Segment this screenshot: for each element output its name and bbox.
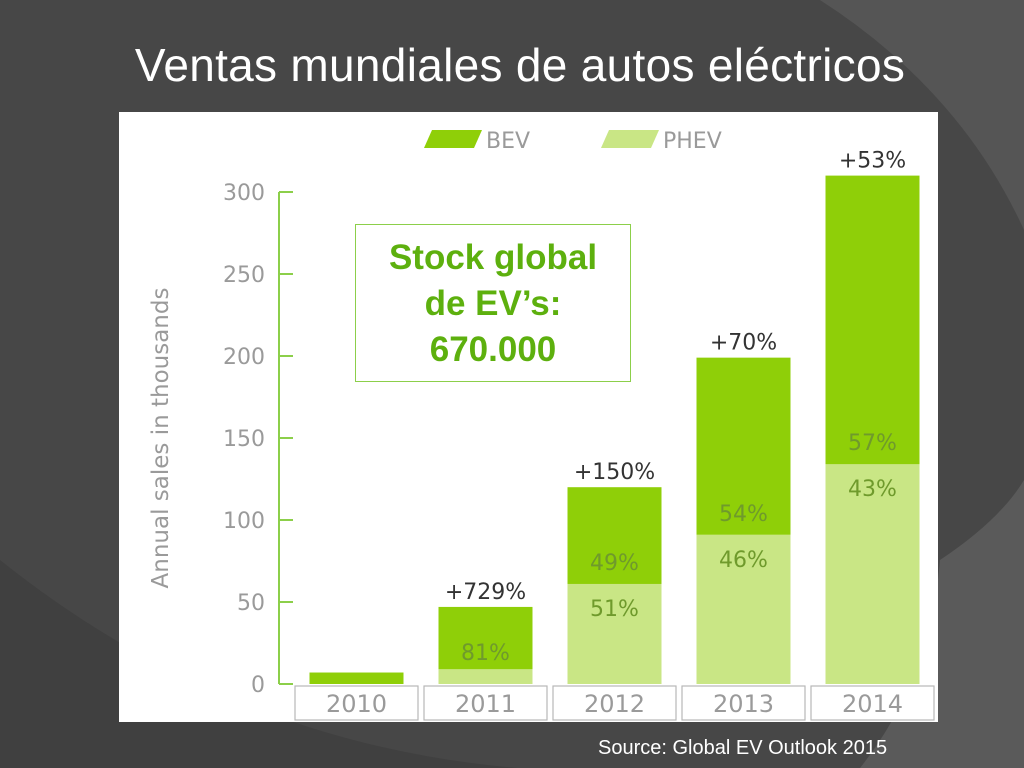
- bar-bev-2011: [438, 606, 533, 670]
- legend-swatch-phev: [601, 130, 659, 148]
- legend-swatch-bev: [424, 130, 482, 148]
- legend-label-bev: BEV: [486, 129, 530, 154]
- y-tick-label: 150: [223, 427, 265, 452]
- x-category-box: [423, 685, 548, 721]
- y-tick-label: 0: [251, 673, 265, 698]
- bar-phev-2011: [438, 669, 533, 684]
- phev-share-label-2013: 46%: [719, 548, 768, 573]
- y-tick-label: 200: [223, 345, 265, 370]
- y-axis-label: Annual sales in thousands: [148, 288, 174, 589]
- x-category-box: [552, 685, 677, 721]
- growth-label-2014: +53%: [839, 149, 906, 174]
- phev-share-label-2014: 43%: [848, 477, 897, 502]
- x-category-label: 2013: [713, 690, 774, 718]
- stock-line-2: de EV’s:: [424, 284, 562, 323]
- x-category-box: [294, 685, 419, 721]
- x-category-box: [810, 685, 935, 721]
- bar-bev-2010: [309, 672, 404, 684]
- bev-share-label-2014: 57%: [848, 431, 897, 456]
- legend-label-phev: PHEV: [663, 129, 722, 154]
- slide-title: Ventas mundiales de autos eléctricos: [134, 39, 906, 91]
- growth-label-2012: +150%: [574, 460, 655, 485]
- stock-value: 670.000: [429, 330, 557, 369]
- x-category-label: 2014: [842, 690, 903, 718]
- bev-share-label-2011: 81%: [461, 641, 510, 666]
- x-category-box: [681, 685, 806, 721]
- bar-phev-2012: [567, 583, 662, 684]
- x-category-label: 2010: [326, 690, 387, 718]
- stock-line-1: Stock global: [388, 238, 598, 277]
- bar-phev-2013: [696, 534, 791, 684]
- growth-label-2011: +729%: [445, 580, 526, 605]
- stock-global-box: Stock global de EV’s: 670.000: [355, 224, 631, 382]
- bar-phev-2014: [825, 464, 920, 684]
- bar-bev-2013: [696, 357, 791, 535]
- bar-bev-2014: [825, 175, 920, 465]
- source-caption: Source: Global EV Outlook 2015: [598, 737, 888, 759]
- bev-share-label-2012: 49%: [590, 551, 639, 576]
- bar-bev-2012: [567, 487, 662, 584]
- x-category-label: 2011: [455, 690, 516, 718]
- x-category-label: 2012: [584, 690, 645, 718]
- bev-share-label-2013: 54%: [719, 502, 768, 527]
- phev-share-label-2012: 51%: [590, 597, 639, 622]
- y-tick-label: 300: [223, 181, 265, 206]
- growth-label-2013: +70%: [710, 331, 777, 356]
- chart-panel: Annual sales in thousands 0 50 100 150 200 250…: [119, 112, 938, 722]
- y-tick-label: 100: [223, 509, 265, 534]
- ev-sales-chart: Annual sales in thousands 0 50 100 150 200 250…: [148, 129, 935, 721]
- y-tick-label: 250: [223, 263, 265, 288]
- y-tick-label: 50: [237, 591, 265, 616]
